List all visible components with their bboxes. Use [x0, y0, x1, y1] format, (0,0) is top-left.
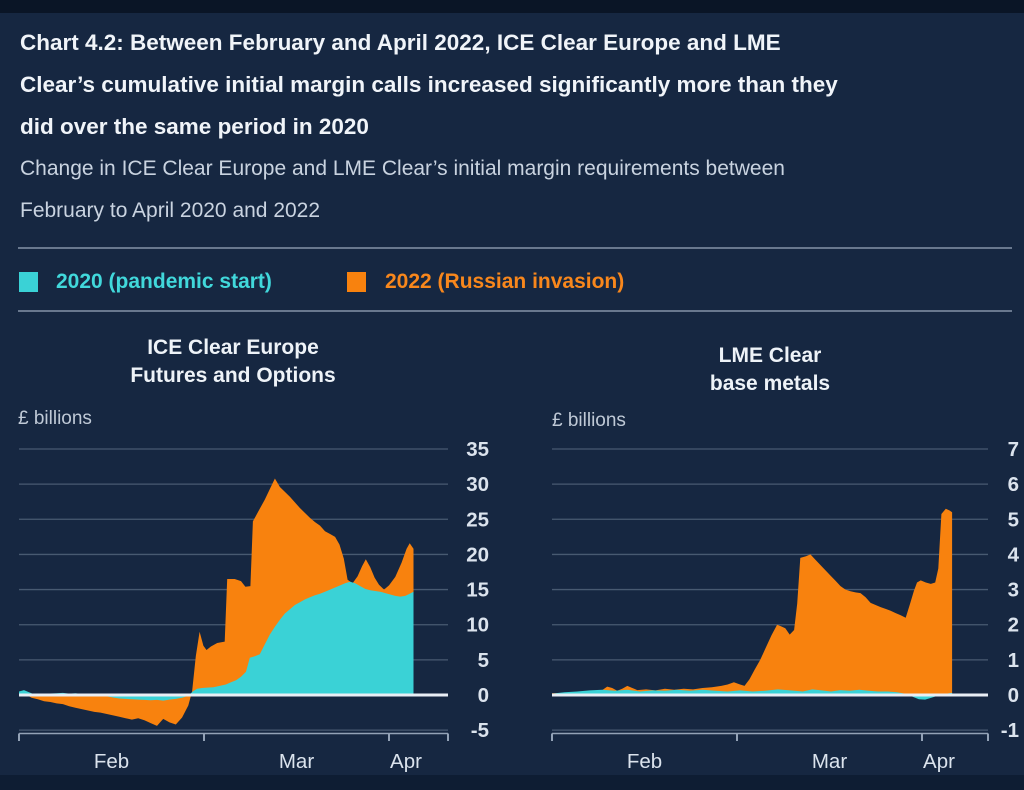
y-tick-label: 2 — [1008, 614, 1019, 637]
figure-title-line-1: Chart 4.2: Between February and April 20… — [20, 30, 781, 55]
panel-title-lme-line-2: base metals — [709, 372, 831, 395]
panel-title-lme: LME Clear base metals — [610, 342, 930, 398]
y-tick-label: 35 — [466, 438, 489, 461]
y-tick-label: 7 — [1008, 438, 1019, 461]
panel-title-ice: ICE Clear Europe Futures and Options — [73, 334, 393, 390]
x-tick-label: Mar — [279, 750, 314, 773]
y-tick-label: 6 — [1008, 473, 1019, 496]
divider-top — [18, 247, 1012, 249]
x-tick-label: Feb — [94, 750, 129, 773]
panel-title-lme-line-1: LME Clear — [718, 344, 822, 367]
y-tick-label: 30 — [466, 473, 489, 496]
x-tick-label: Apr — [923, 750, 955, 773]
figure-subtitle-line-2: February to April 2020 and 2022 — [20, 199, 321, 222]
area-2020 — [19, 581, 414, 701]
y-tick-label: 25 — [466, 508, 489, 531]
figure-title: Chart 4.2: Between February and April 20… — [20, 22, 1015, 148]
figure-subtitle-line-1: Change in ICE Clear Europe and LME Clear… — [20, 157, 785, 180]
y-axis-unit-lme: £ billions — [552, 410, 626, 431]
x-tick-label: Feb — [627, 750, 662, 773]
top-band — [0, 0, 1024, 13]
legend-swatch-2020 — [19, 272, 38, 292]
x-tick-label: Apr — [390, 750, 422, 773]
y-tick-label: -1 — [1001, 719, 1019, 742]
divider-bottom — [18, 310, 1012, 312]
bottom-band — [0, 775, 1024, 790]
x-tick-label: Mar — [812, 750, 847, 773]
y-tick-label: 10 — [466, 614, 489, 637]
y-tick-label: 0 — [478, 684, 489, 707]
y-tick-label: 5 — [478, 649, 489, 672]
y-axis-unit-ice: £ billions — [18, 408, 92, 429]
legend-swatch-2022 — [347, 272, 366, 292]
y-tick-label: 15 — [466, 579, 489, 602]
y-tick-label: 4 — [1008, 543, 1020, 566]
area-2022 — [552, 508, 953, 695]
figure-subtitle: Change in ICE Clear Europe and LME Clear… — [20, 148, 1015, 232]
panel-title-ice-line-1: ICE Clear Europe — [147, 336, 319, 359]
y-tick-label: 5 — [1008, 508, 1019, 531]
y-tick-label: 3 — [1008, 579, 1019, 602]
legend-label-2022: 2022 (Russian invasion) — [385, 270, 625, 293]
y-tick-label: 0 — [1008, 684, 1019, 707]
y-tick-label: -5 — [471, 719, 489, 742]
y-tick-label: 1 — [1008, 649, 1019, 672]
figure-title-line-2: Clear’s cumulative initial margin calls … — [20, 72, 838, 97]
panel-title-ice-line-2: Futures and Options — [130, 364, 336, 387]
legend-label-2020: 2020 (pandemic start) — [56, 270, 272, 293]
legend: 2020 (pandemic start) 2022 (Russian inva… — [0, 270, 1024, 296]
y-tick-label: 20 — [466, 543, 489, 566]
figure-title-line-3: did over the same period in 2020 — [20, 114, 369, 139]
